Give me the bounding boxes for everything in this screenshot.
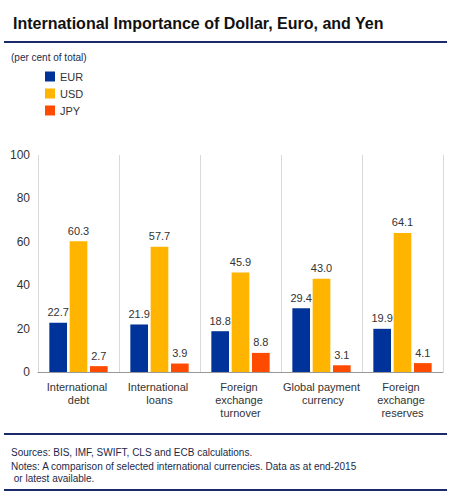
- svg-text:Foreign: Foreign: [220, 381, 260, 393]
- svg-text:Sources: BIS, IMF, SWIFT, CLS: Sources: BIS, IMF, SWIFT, CLS and ECB ca…: [11, 447, 252, 458]
- svg-text:or latest available.: or latest available.: [11, 473, 94, 484]
- svg-text:29.4: 29.4: [290, 292, 311, 304]
- svg-text:40: 40: [17, 278, 31, 292]
- svg-text:60: 60: [17, 235, 31, 249]
- svg-text:International Importance of Do: International Importance of Dollar, Euro…: [13, 15, 383, 32]
- svg-text:2.7: 2.7: [91, 350, 106, 362]
- svg-text:18.8: 18.8: [209, 315, 230, 327]
- svg-text:USD: USD: [60, 88, 83, 100]
- svg-text:International: International: [128, 381, 192, 393]
- svg-text:(per cent of total): (per cent of total): [11, 52, 87, 63]
- svg-text:exchange: exchange: [377, 394, 428, 406]
- svg-text:57.7: 57.7: [149, 230, 170, 242]
- svg-text:turnover: turnover: [220, 407, 261, 419]
- svg-text:EUR: EUR: [60, 71, 83, 83]
- svg-text:Foreign: Foreign: [382, 381, 422, 393]
- svg-text:100: 100: [10, 148, 30, 162]
- svg-text:80: 80: [17, 191, 31, 205]
- svg-text:8.8: 8.8: [253, 336, 268, 348]
- svg-text:45.9: 45.9: [230, 256, 251, 268]
- svg-text:19.9: 19.9: [371, 312, 392, 324]
- svg-text:3.1: 3.1: [334, 349, 349, 361]
- svg-text:reserves: reserves: [381, 407, 424, 419]
- svg-text:0: 0: [23, 365, 30, 379]
- svg-text:60.3: 60.3: [68, 225, 89, 237]
- svg-text:43.0: 43.0: [311, 262, 332, 274]
- svg-text:exchange: exchange: [215, 394, 266, 406]
- svg-text:International: International: [47, 381, 111, 393]
- svg-text:currency: currency: [299, 394, 345, 406]
- svg-text:JPY: JPY: [60, 105, 81, 117]
- svg-text:debt: debt: [68, 394, 89, 406]
- svg-text:loans: loans: [146, 394, 173, 406]
- svg-text:22.7: 22.7: [47, 306, 68, 318]
- svg-text:Global payment: Global payment: [283, 381, 360, 393]
- svg-text:3.9: 3.9: [172, 347, 187, 359]
- svg-text:4.1: 4.1: [415, 347, 430, 359]
- svg-text:64.1: 64.1: [392, 216, 413, 228]
- svg-text:20: 20: [17, 322, 31, 336]
- svg-text:Notes: A comparison of selecte: Notes: A comparison of selected internat…: [11, 461, 357, 472]
- svg-text:21.9: 21.9: [128, 308, 149, 320]
